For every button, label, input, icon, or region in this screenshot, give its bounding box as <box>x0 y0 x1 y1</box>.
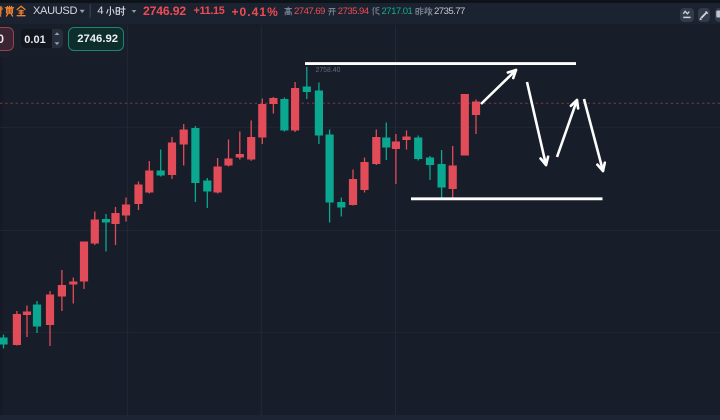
svg-text:2758.40: 2758.40 <box>316 67 341 74</box>
